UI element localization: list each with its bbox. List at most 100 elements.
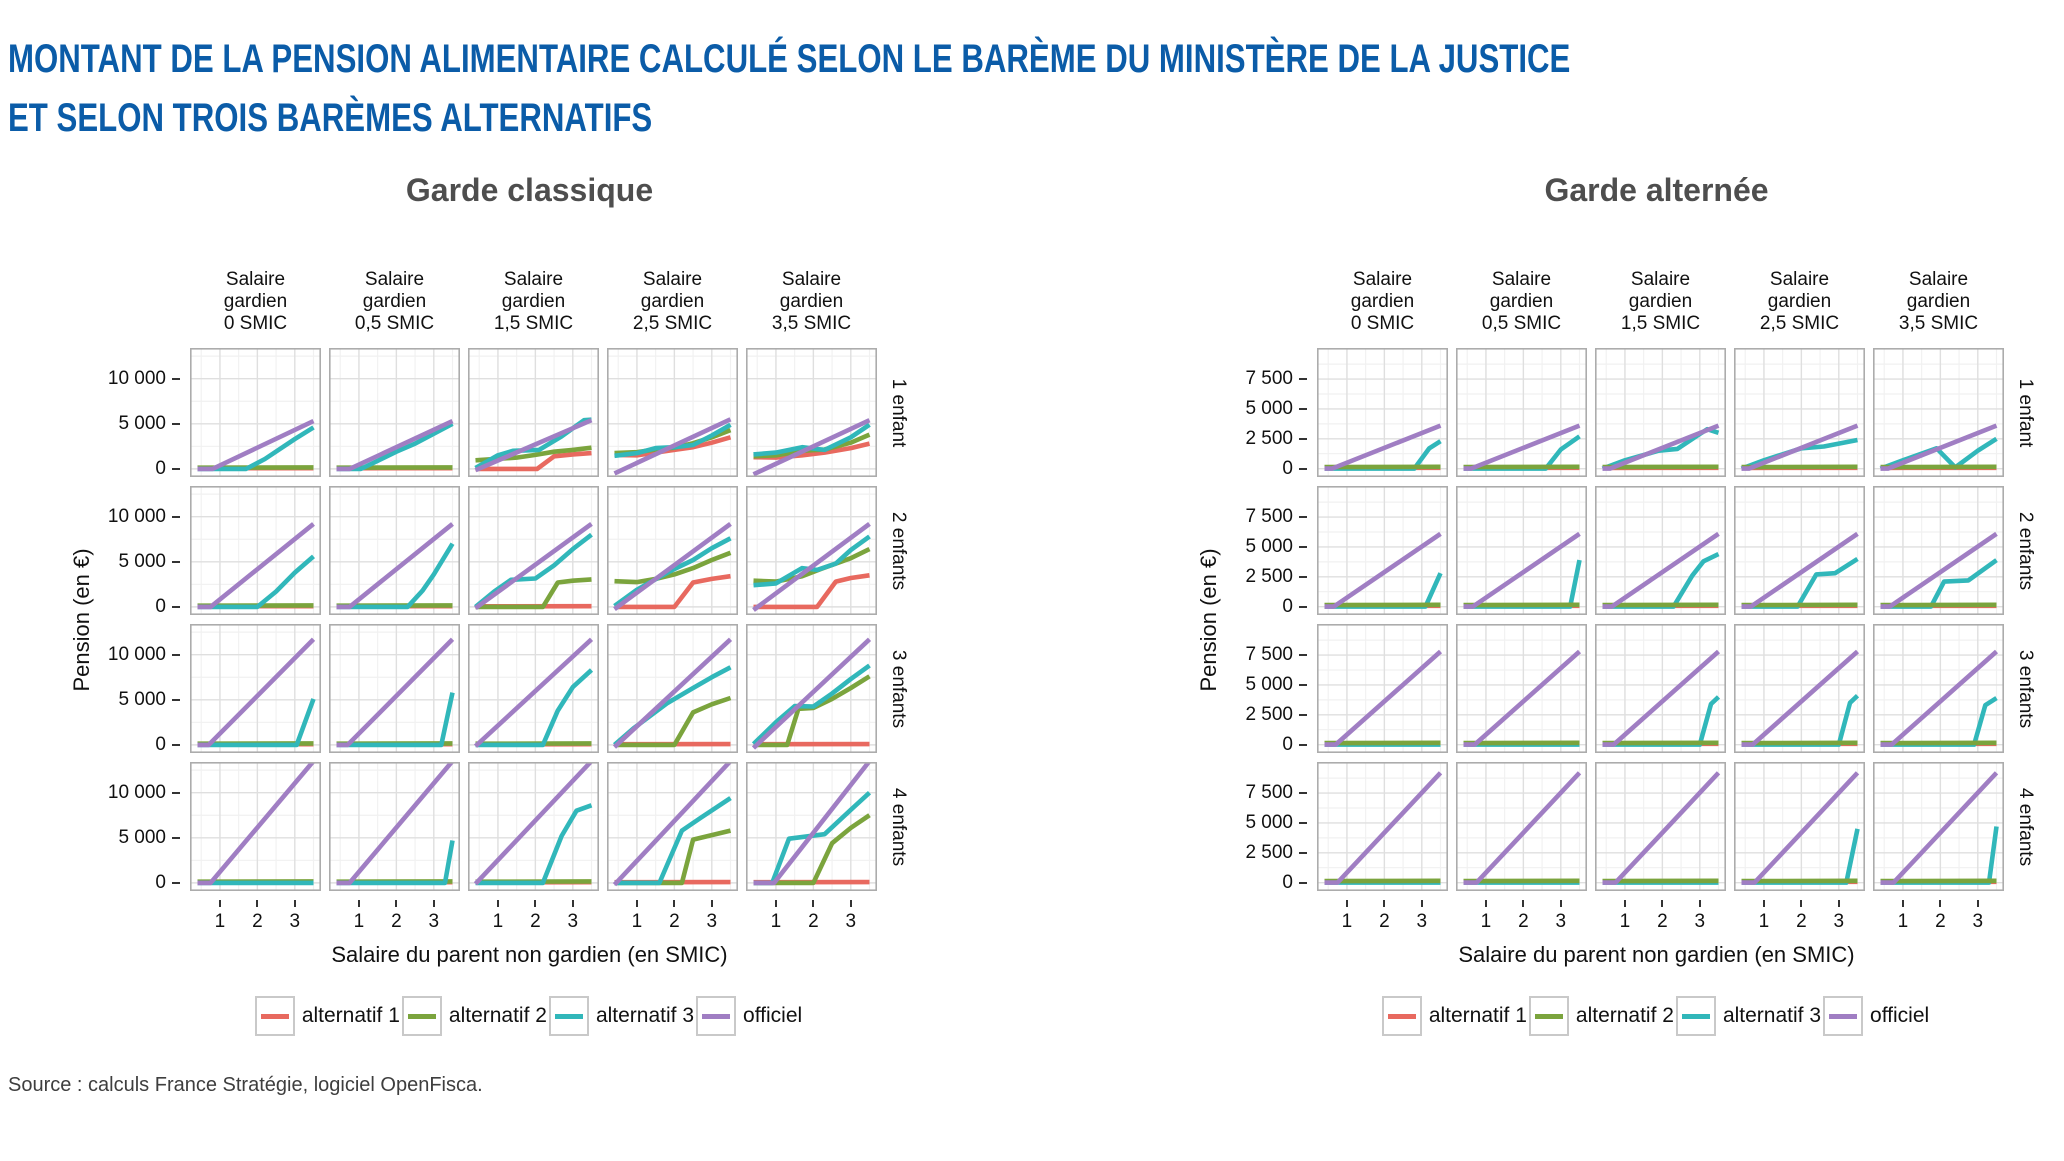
x-tick-mark	[1661, 900, 1664, 907]
facet-border	[1873, 486, 2004, 615]
y-tick-mark	[172, 605, 180, 608]
facet-background	[1734, 486, 1865, 615]
facet-column-header: Salaire gardien 1,5 SMIC	[1595, 269, 1726, 339]
facet-background	[1595, 624, 1726, 753]
series-line-alternatif-3	[1879, 436, 1998, 471]
series-line-alternatif-3	[475, 803, 593, 886]
y-tick-label: 5 000	[1245, 811, 1293, 833]
x-tick-mark	[293, 900, 296, 907]
series-line-alternatif-3	[751, 663, 871, 746]
x-tick-label: 3	[1833, 911, 1845, 932]
facet-border	[190, 486, 321, 615]
row-strip: 4 enfants	[885, 762, 909, 891]
facet-plot	[1873, 624, 2004, 753]
facet-background	[329, 486, 460, 615]
x-tick-mark	[1939, 900, 1942, 907]
legend-swatch-line	[260, 1013, 289, 1019]
x-tick-label: 3	[1694, 911, 1706, 932]
facet-border	[468, 486, 599, 615]
facet-column-header-line: 3,5 SMIC	[1898, 313, 1979, 334]
facet-background	[1317, 624, 1448, 753]
series-line-officiel	[612, 637, 733, 749]
series-line-alternatif-1	[475, 450, 592, 472]
x-tick-label: 1	[631, 911, 643, 932]
y-axis-ticks: 0 5 000 10 000	[78, 348, 182, 479]
y-tick-mark	[1299, 437, 1307, 440]
series-line-officiel	[1463, 771, 1582, 885]
legend-key	[1381, 996, 1422, 1036]
facet-background	[1734, 762, 1865, 891]
x-axis-ticks: 1 2 3	[607, 900, 738, 940]
x-tick-mark	[1559, 900, 1562, 907]
facet-background	[1873, 348, 2004, 477]
legend-label: alternatif 3	[1722, 1004, 1822, 1027]
facet-border	[1595, 762, 1726, 891]
facet-background	[1456, 486, 1587, 615]
x-axis-ticks: 1 2 3	[1317, 900, 1448, 940]
row-strip-label: 1 enfant	[2015, 378, 2036, 447]
x-tick-mark	[1901, 900, 1904, 907]
x-tick-label: 2	[1935, 911, 1946, 932]
series-line-officiel	[473, 762, 594, 886]
series-line-alternatif-3	[336, 421, 454, 472]
series-line-officiel	[1880, 423, 1998, 471]
y-tick-label: 0	[1282, 871, 1293, 893]
legend-swatch-line	[1534, 1013, 1563, 1019]
facet-background	[746, 486, 877, 615]
facet-plot	[1595, 762, 1726, 891]
facet-column-header-line: 3,5 SMIC	[771, 313, 852, 334]
y-tick-label: 2 500	[1245, 427, 1293, 449]
series-line-alternatif-3	[197, 698, 316, 748]
legend-key	[1528, 996, 1569, 1036]
panel-garde-alternee: Garde alternée Pension (en €) Salaire gar…	[1196, 172, 2064, 1036]
facet-column-header-line: gardien	[501, 291, 566, 312]
x-tick-mark	[1623, 900, 1626, 907]
series-line-officiel	[1602, 771, 1721, 885]
x-tick-label: 2	[1379, 911, 1390, 932]
facet-background	[329, 348, 460, 477]
x-tick-label: 3	[428, 911, 440, 932]
facet-plot	[746, 762, 877, 891]
x-tick-label: 3	[845, 911, 857, 932]
facet-column-header-line: 1,5 SMIC	[493, 313, 574, 334]
facet-column-header-line: 2,5 SMIC	[1759, 313, 1840, 334]
facet-border	[1595, 624, 1726, 753]
series-line-officiel	[197, 762, 316, 886]
y-tick-mark	[172, 467, 180, 470]
facet-column-header: Salaire gardien 2,5 SMIC	[607, 269, 738, 339]
facet-plot	[607, 624, 738, 753]
x-tick-mark	[1800, 900, 1803, 907]
legend-label: alternatif 1	[1428, 1004, 1527, 1027]
facet-column-header-line: Salaire	[1908, 269, 1969, 290]
facet-column-header-line: Salaire	[781, 269, 842, 290]
legend-item: alternatif 3	[548, 996, 696, 1036]
facet-border	[607, 624, 738, 753]
series-line-alternatif-2	[614, 695, 732, 748]
facet-plot	[607, 486, 738, 615]
series-line-officiel	[336, 637, 455, 748]
legend-swatch-line	[407, 1013, 436, 1019]
series-line-officiel	[197, 419, 315, 472]
series-line-officiel	[197, 637, 316, 748]
y-tick-label: 5 000	[118, 550, 166, 572]
series-line-officiel	[613, 522, 732, 611]
legend: alternatif 1 alternatif 2 alternatif 3 offi…	[1309, 996, 2004, 1036]
y-tick-label: 5 000	[1245, 397, 1293, 419]
y-axis-ticks: 0 5 000 10 000	[78, 486, 182, 617]
y-tick-label: 7 500	[1245, 782, 1293, 804]
facet-column-header-line: Salaire	[503, 269, 564, 290]
y-axis-ticks: 0 2 500 5 000 7 500	[1205, 348, 1309, 479]
y-tick-mark	[172, 653, 180, 656]
facet-plot	[1595, 348, 1726, 477]
series-line-officiel	[612, 762, 733, 887]
facet-plot	[607, 348, 738, 477]
facet-column-header-line: Salaire	[1491, 269, 1552, 290]
legend-swatch-line	[554, 1013, 583, 1019]
y-tick-label: 2 500	[1245, 841, 1293, 863]
series-line-alternatif-3	[336, 840, 455, 886]
legend-item: officiel	[696, 996, 804, 1036]
facet-background	[607, 348, 738, 477]
row-strip-label: 4 enfants	[888, 787, 909, 866]
series-line-alternatif-3	[474, 532, 593, 609]
series-line-alternatif-2	[475, 577, 592, 610]
